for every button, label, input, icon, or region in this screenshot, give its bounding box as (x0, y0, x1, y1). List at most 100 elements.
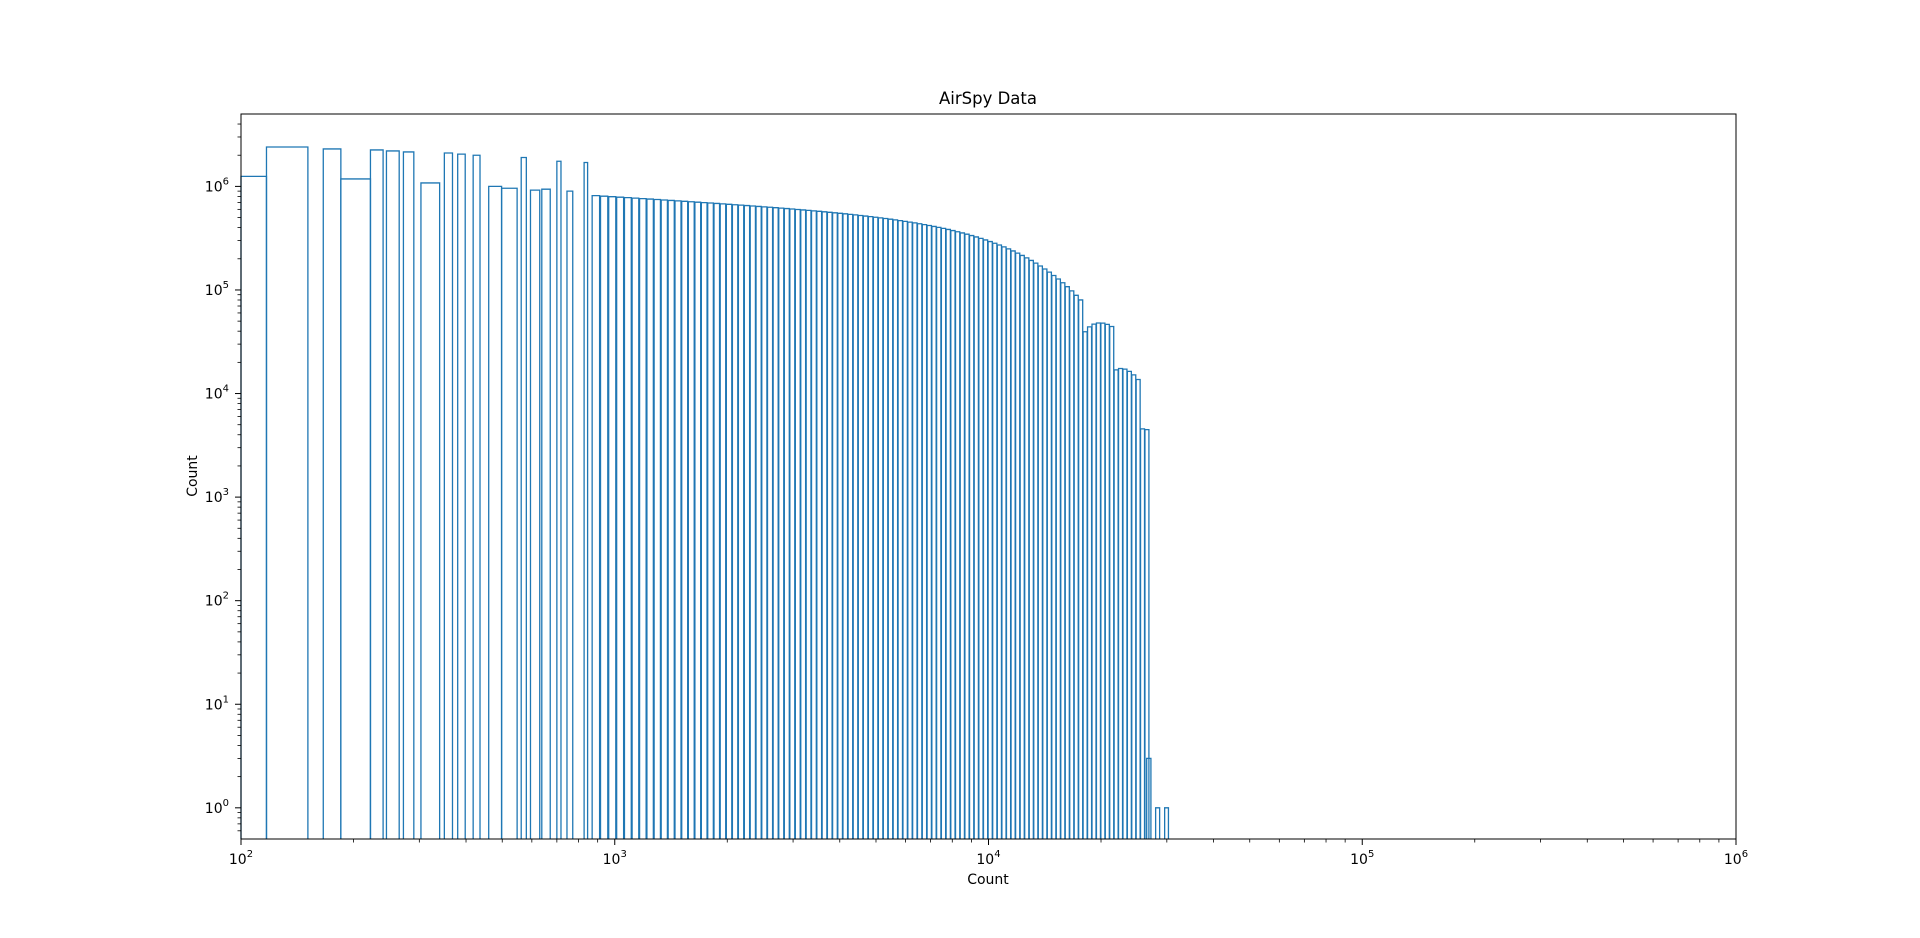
histogram-bin (1078, 299, 1084, 839)
histogram-bin (638, 197, 647, 839)
histogram-bin (1051, 274, 1057, 839)
histogram-bin (1117, 367, 1124, 839)
y-tick-label: 100 (205, 798, 229, 817)
histogram-bin (945, 228, 952, 839)
histogram-bin (954, 231, 961, 839)
histogram-bin (1064, 286, 1070, 839)
histogram-bin (556, 160, 562, 839)
histogram-bin (959, 232, 966, 839)
histogram-bin (821, 211, 828, 839)
histogram-bin (340, 178, 372, 839)
x-tick-label: 106 (1724, 849, 1748, 868)
histogram-bin (1033, 262, 1039, 839)
histogram-bin (743, 204, 751, 839)
histogram-bin (926, 224, 933, 839)
histogram-bars (240, 146, 1170, 839)
histogram-bin (667, 199, 675, 839)
histogram-bin (240, 175, 268, 839)
histogram-bin (789, 208, 796, 839)
histogram-bin (1122, 368, 1128, 839)
histogram-bin (1086, 326, 1093, 839)
histogram-bin (1104, 323, 1110, 839)
histogram-bin (968, 234, 975, 839)
y-tick-label: 102 (205, 591, 229, 610)
histogram-bin (987, 240, 993, 839)
histogram-bin (443, 152, 454, 839)
histogram-bin (816, 210, 823, 839)
histogram-bin (978, 237, 984, 839)
histogram-bin (887, 218, 894, 839)
histogram-bin (623, 197, 632, 839)
histogram-bin (831, 212, 838, 839)
histogram-bin (541, 188, 551, 839)
histogram-bin (857, 214, 864, 839)
histogram-bin (1005, 248, 1012, 839)
histogram-bin (631, 197, 640, 839)
y-tick-label: 106 (205, 176, 229, 195)
histogram-bin (1046, 271, 1053, 839)
histogram-bin (1001, 246, 1007, 839)
histogram-bin (1073, 294, 1079, 839)
histogram-bin (660, 199, 669, 839)
y-tick-label: 104 (205, 384, 229, 403)
histogram-bin (794, 208, 801, 839)
histogram-bin (1135, 378, 1141, 839)
histogram-bin (1164, 807, 1170, 839)
histogram-bin (800, 209, 807, 839)
histogram-bin (1126, 370, 1132, 839)
histogram-bin (867, 215, 874, 839)
histogram-bin (1109, 325, 1115, 839)
histogram-bin (950, 229, 956, 839)
histogram-bin (322, 148, 342, 839)
histogram-bin (810, 210, 817, 839)
x-tick-label: 104 (976, 849, 1000, 868)
histogram-bin (964, 233, 970, 839)
histogram-bin (907, 221, 913, 839)
x-tick-label: 105 (1350, 849, 1374, 868)
x-tick-label: 103 (603, 849, 627, 868)
histogram-bin (731, 204, 739, 839)
histogram-bin (1095, 322, 1102, 839)
histogram-bin (369, 149, 384, 839)
histogram-bin (566, 190, 574, 839)
histogram-bin (992, 242, 998, 839)
y-tick-label: 105 (205, 280, 229, 299)
histogram-bin (761, 206, 768, 839)
histogram-bin (500, 187, 518, 839)
histogram-bin (1144, 429, 1150, 839)
histogram-bin (420, 182, 441, 839)
histogram-bin (877, 217, 884, 839)
histogram-bin (583, 161, 589, 839)
histogram-bin (681, 200, 689, 839)
histogram-bin (520, 156, 527, 839)
histogram-bin (1060, 282, 1066, 839)
histogram-bin (1146, 757, 1152, 839)
histogram-bin (599, 195, 609, 839)
histogram-bin (847, 213, 854, 839)
histogram-bin (766, 206, 774, 839)
histogram-bin (1113, 369, 1119, 839)
histogram-bin (1154, 807, 1161, 839)
histogram-bin (882, 217, 889, 839)
histogram-bin (749, 205, 757, 839)
histogram-bin (1082, 331, 1088, 839)
histogram-bin (687, 201, 695, 839)
x-axis: 102 103 104 105 106 (229, 839, 1748, 868)
histogram-bin (755, 205, 762, 839)
histogram-bin (837, 212, 844, 839)
histogram-bin (1069, 290, 1075, 839)
histogram-bin (1028, 259, 1034, 839)
histogram-bin (916, 223, 923, 839)
histogram-bin (982, 239, 989, 839)
histogram-bin (1037, 265, 1044, 839)
histogram-bin (912, 222, 918, 839)
x-tick-label: 102 (229, 849, 253, 868)
chart-title: AirSpy Data (939, 89, 1037, 108)
histogram-bin (892, 219, 899, 839)
histogram-bin (653, 198, 662, 839)
histogram-bin (842, 213, 849, 839)
histogram-bin (737, 204, 745, 839)
histogram-bin (1139, 428, 1146, 839)
histogram-bin (1019, 254, 1025, 839)
histogram-bin (935, 226, 942, 839)
